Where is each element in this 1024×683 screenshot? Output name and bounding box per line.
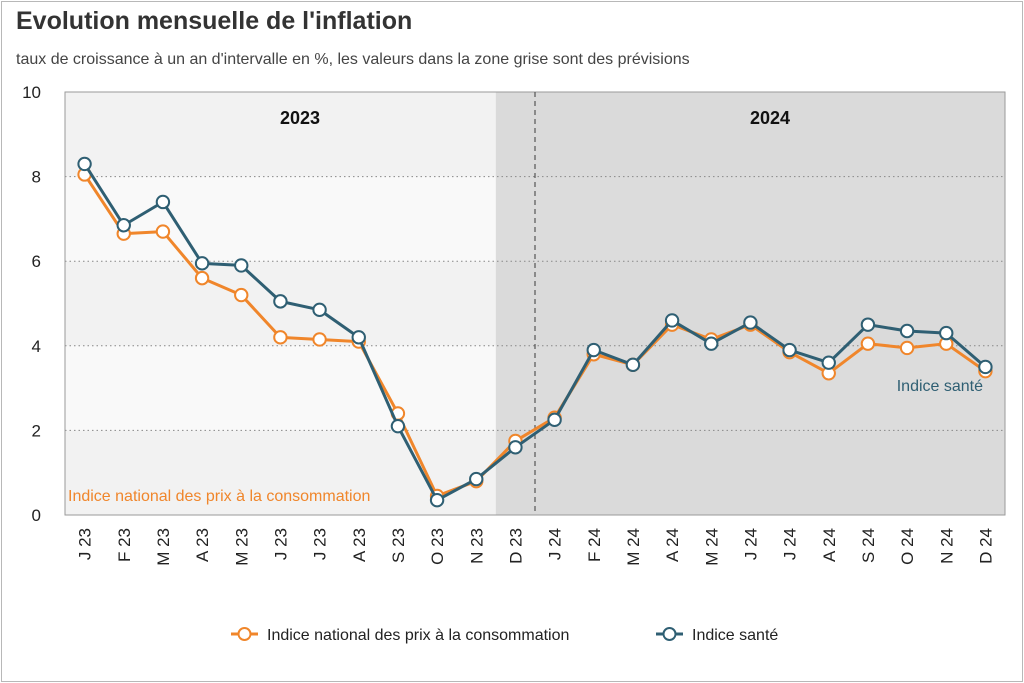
series-2-point (469, 471, 484, 487)
series-2-point (547, 412, 562, 428)
year-label-2024: 2024 (750, 108, 790, 128)
x-tick-label: O 23 (428, 528, 447, 565)
x-axis-ticks: J 23 F 23 M 23 A 23 M 23 J 23 J 23 A 23 S 23 O 23… (76, 528, 996, 566)
x-tick-label: J 24 (741, 528, 760, 560)
annotation-ipc: Indice national des prix à la consommati… (68, 488, 370, 505)
x-tick-label: F 23 (115, 528, 134, 562)
series-1-point (155, 224, 171, 239)
series-1-point (194, 270, 210, 286)
x-tick-label: A 24 (820, 528, 839, 562)
series-2-point (234, 258, 249, 273)
series-lines (77, 156, 993, 508)
legend-label-2: Indice santé (692, 627, 778, 644)
chart-title: Evolution mensuelle de l'inflation (16, 7, 413, 35)
year-label-2023: 2023 (280, 108, 320, 128)
x-tick-label: J 24 (781, 528, 800, 560)
series-1-point (312, 332, 327, 347)
series-2-point (664, 313, 680, 328)
gridlines (64, 91, 1006, 516)
series-2-point (704, 336, 719, 351)
y-tick-label: 10 (22, 83, 41, 102)
x-tick-label: D 24 (976, 528, 995, 564)
x-tick-label: S 24 (859, 528, 878, 563)
series-1-point (860, 336, 876, 351)
x-tick-label: M 24 (624, 528, 643, 566)
annotation-sante: Indice santé (897, 378, 983, 395)
series-2-point (821, 355, 836, 370)
x-tick-label: D 23 (506, 528, 525, 564)
legend-swatch-marker-2 (662, 627, 677, 641)
x-tick-label: F 24 (585, 528, 604, 562)
x-tick-label: M 23 (232, 528, 251, 566)
legend: Indice national des prix à la consommati… (231, 627, 778, 644)
x-tick-label: J 23 (271, 528, 290, 560)
series-annotations: Indice national des prix à la consommati… (68, 378, 983, 505)
series-2-point (586, 342, 601, 358)
legend-label-1: Indice national des prix à la consommati… (267, 627, 569, 644)
x-tick-label: M 23 (154, 528, 173, 566)
series-2-point (429, 492, 445, 508)
forecast-zone (495, 92, 1005, 515)
series-2-point (860, 317, 876, 332)
series-2-point (312, 302, 327, 318)
x-tick-label: N 24 (937, 528, 956, 564)
x-tick-label: J 24 (546, 528, 565, 560)
series-1-point (899, 340, 915, 356)
chart-subtitle: taux de croissance à un an d'intervalle … (16, 51, 690, 68)
series-2-point (116, 218, 131, 233)
series-2-point (194, 256, 210, 271)
series-1-point (273, 330, 288, 345)
x-tick-label: S 23 (389, 528, 408, 563)
x-tick-label: J 23 (311, 528, 330, 560)
x-tick-label: A 23 (350, 528, 369, 562)
y-axis-ticks: 0 2 4 6 8 10 (22, 83, 41, 525)
series-2-point (978, 359, 993, 375)
y-tick-label: 6 (32, 252, 41, 271)
series-2-point (351, 330, 366, 345)
y-tick-label: 0 (32, 506, 41, 525)
series-2-point (390, 418, 406, 434)
series-2-point (939, 325, 954, 341)
series-2-point (77, 156, 92, 172)
series-2-point (899, 323, 915, 339)
y-tick-label: 2 (32, 421, 41, 440)
series-1-point (234, 287, 249, 303)
y-tick-label: 4 (32, 337, 41, 356)
series-2-point (743, 315, 758, 330)
x-tick-label: J 23 (76, 528, 95, 560)
legend-swatch-marker-1 (237, 627, 252, 641)
series-2-point (155, 194, 171, 210)
year-labels: 2023 2024 (280, 108, 790, 128)
x-tick-label: A 23 (193, 528, 212, 562)
series-2-point (508, 440, 523, 455)
x-tick-label: N 23 (467, 528, 486, 564)
series-2-point (782, 342, 797, 358)
x-tick-label: O 24 (898, 528, 917, 565)
x-tick-label: M 24 (702, 528, 721, 566)
y-tick-label: 8 (32, 168, 41, 187)
series-2-point (625, 357, 641, 373)
series-2-point (273, 294, 288, 309)
x-tick-label: A 24 (663, 528, 682, 562)
